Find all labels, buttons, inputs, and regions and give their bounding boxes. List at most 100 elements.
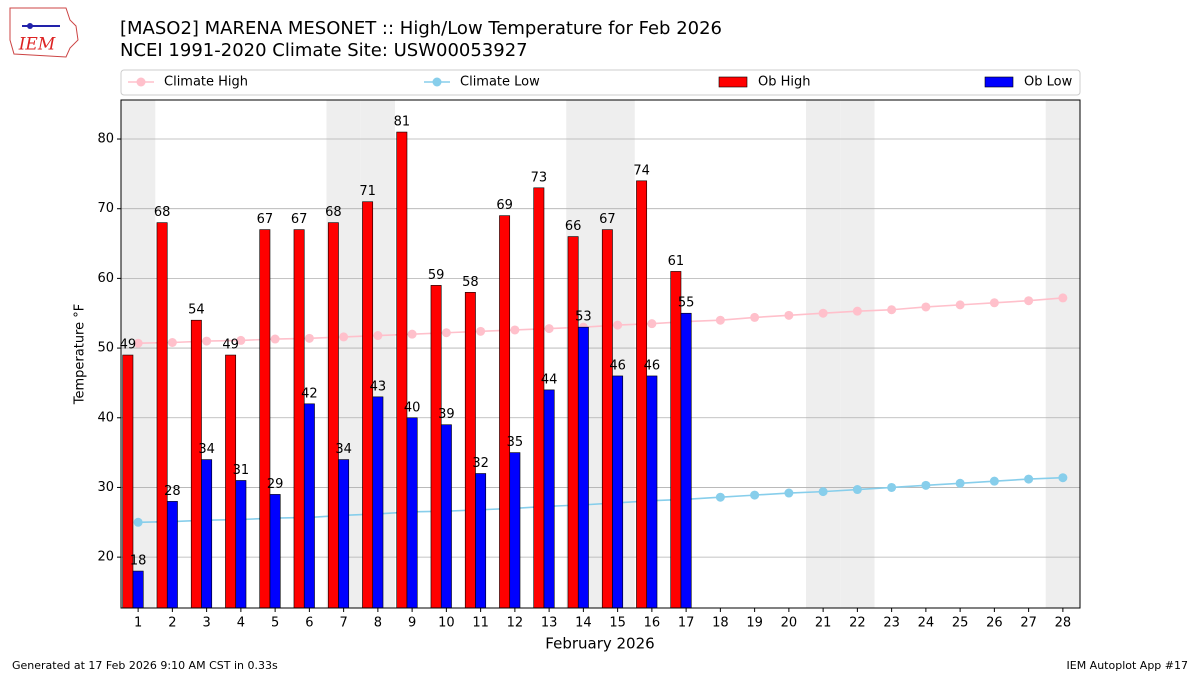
bar <box>235 480 247 609</box>
line-marker <box>989 476 999 486</box>
bar <box>543 389 555 609</box>
data-label: 49 <box>222 338 239 353</box>
line-marker <box>921 302 931 312</box>
x-tick-label: 22 <box>849 616 866 631</box>
data-label: 34 <box>198 442 215 457</box>
line-marker <box>304 333 314 343</box>
data-label: 28 <box>164 484 181 499</box>
bar <box>190 319 202 609</box>
weekend-band <box>1045 100 1080 608</box>
climate-line <box>138 297 1063 344</box>
logo: IEM <box>9 7 79 58</box>
chart-subtitle: NCEI 1991-2020 Climate Site: USW00053927 <box>120 40 528 61</box>
data-label: 29 <box>267 477 284 492</box>
x-tick-label: 6 <box>305 616 313 631</box>
data-label: 40 <box>404 400 421 415</box>
x-tick-label: 3 <box>202 616 210 631</box>
bar <box>122 354 134 609</box>
x-tick-label: 21 <box>815 616 832 631</box>
line-marker <box>1058 473 1068 483</box>
bar <box>259 229 271 609</box>
bar <box>509 452 521 609</box>
data-label: 67 <box>291 212 308 227</box>
bar <box>269 494 281 609</box>
line-marker <box>715 492 725 502</box>
bar <box>372 396 384 609</box>
x-tick-label: 28 <box>1055 616 1072 631</box>
data-label: 55 <box>678 296 695 311</box>
logo-shape <box>9 7 79 58</box>
data-label: 46 <box>609 358 626 373</box>
data-label: 67 <box>257 212 274 227</box>
data-label: 53 <box>575 310 592 325</box>
data-label: 69 <box>496 198 513 213</box>
data-label: 18 <box>130 554 147 569</box>
x-tick-label: 27 <box>1020 616 1037 631</box>
bar <box>156 222 168 609</box>
x-tick-label: 16 <box>644 616 661 631</box>
legend-swatch <box>432 77 442 87</box>
bar <box>567 236 579 609</box>
y-tick-label: 30 <box>97 480 114 495</box>
x-tick-label: 24 <box>918 616 935 631</box>
line-marker <box>236 335 246 345</box>
climate-line <box>138 476 1063 524</box>
footer-right: IEM Autoplot App #17 <box>1067 659 1189 672</box>
line-marker <box>1024 296 1034 306</box>
bar <box>430 285 442 609</box>
legend-swatch <box>718 76 748 88</box>
weekend-band <box>806 100 841 608</box>
bar <box>646 375 658 609</box>
legend-label: Climate Low <box>460 75 540 90</box>
line-marker <box>339 332 349 342</box>
x-tick-label: 17 <box>678 616 695 631</box>
data-label: 43 <box>370 379 387 394</box>
bar <box>293 229 305 609</box>
x-tick-label: 7 <box>339 616 347 631</box>
line-marker <box>373 331 383 341</box>
bar <box>166 501 178 609</box>
line-marker <box>270 334 280 344</box>
y-tick-label: 80 <box>97 132 114 147</box>
x-tick-label: 2 <box>168 616 176 631</box>
line-marker <box>133 517 143 527</box>
data-label: 54 <box>188 303 205 318</box>
x-tick-label: 13 <box>541 616 558 631</box>
y-tick-label: 20 <box>97 550 114 565</box>
x-tick-label: 4 <box>237 616 245 631</box>
x-tick-label: 23 <box>883 616 900 631</box>
data-label: 66 <box>565 219 582 234</box>
bar <box>338 459 350 609</box>
data-label: 81 <box>394 115 411 130</box>
line-marker <box>750 490 760 500</box>
data-label: 42 <box>301 386 318 401</box>
bar <box>577 326 589 609</box>
line-marker <box>510 325 520 335</box>
data-label: 61 <box>668 254 685 269</box>
data-label: 49 <box>120 338 137 353</box>
legend-label: Climate High <box>164 75 248 90</box>
line-marker <box>544 324 554 334</box>
data-label: 44 <box>541 372 558 387</box>
line-marker <box>852 485 862 495</box>
line-marker <box>1024 474 1034 484</box>
plot-frame <box>120 99 1081 609</box>
line-marker <box>476 326 486 336</box>
x-tick-label: 1 <box>134 616 142 631</box>
line-marker <box>1058 293 1068 303</box>
bar <box>475 473 487 609</box>
x-tick-label: 5 <box>271 616 279 631</box>
bar <box>601 229 613 609</box>
bar <box>362 201 374 609</box>
x-tick-label: 12 <box>507 616 524 631</box>
chart-title: [MASO2] MARENA MESONET :: High/Low Tempe… <box>120 18 722 39</box>
line-marker <box>887 305 897 315</box>
y-axis-label: Temperature °F <box>73 304 88 405</box>
y-tick-label: 50 <box>97 341 114 356</box>
y-tick-label: 60 <box>97 271 114 286</box>
line-marker <box>647 319 657 329</box>
footer-left: Generated at 17 Feb 2026 9:10 AM CST in … <box>12 659 278 672</box>
bar <box>440 424 452 609</box>
line-marker <box>202 336 212 346</box>
